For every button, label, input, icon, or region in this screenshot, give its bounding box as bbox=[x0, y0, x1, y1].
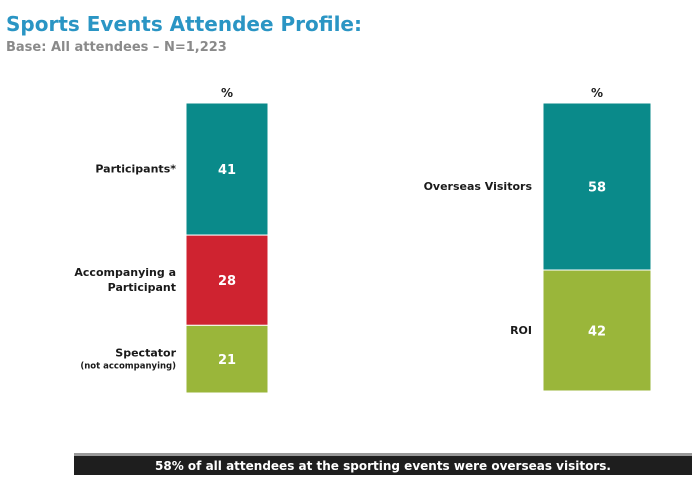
bar-segment-1-3 bbox=[185, 324, 269, 394]
category-label-2-1: Overseas Visitors bbox=[424, 180, 533, 193]
category-note-1-3: (not accompanying) bbox=[80, 362, 176, 372]
unit-label-1: % bbox=[221, 86, 233, 100]
stacked-bar-charts: % 41 Participants* 28 Accompanying a Particip… bbox=[74, 86, 652, 394]
unit-label-2: % bbox=[591, 86, 603, 100]
category-label-2-2: ROI bbox=[510, 324, 532, 337]
chart-title: Sports Events Attendee Profile: bbox=[6, 12, 362, 36]
bar-segment-1-1 bbox=[185, 102, 269, 236]
callout-text: 58% of all attendees at the sporting eve… bbox=[155, 458, 611, 473]
category-label-1-2-line1: Accompanying a bbox=[74, 266, 176, 279]
category-label-1-1: Participants* bbox=[95, 163, 176, 176]
bar-segment-1-2 bbox=[185, 234, 269, 326]
callout-bar: 58% of all attendees at the sporting eve… bbox=[74, 453, 692, 475]
data-label-1-3: 21 bbox=[218, 353, 236, 368]
category-label-1-2-line2: Participant bbox=[108, 281, 176, 294]
category-label-1-3: Spectator bbox=[115, 347, 176, 360]
data-label-1-1: 41 bbox=[218, 163, 236, 178]
data-label-2-1: 58 bbox=[588, 181, 606, 196]
chart-subtitle: Base: All attendees – N=1,223 bbox=[6, 40, 227, 55]
bar-segment-2-2 bbox=[542, 269, 652, 392]
data-label-2-2: 42 bbox=[588, 325, 606, 340]
data-label-1-2: 28 bbox=[218, 274, 236, 289]
